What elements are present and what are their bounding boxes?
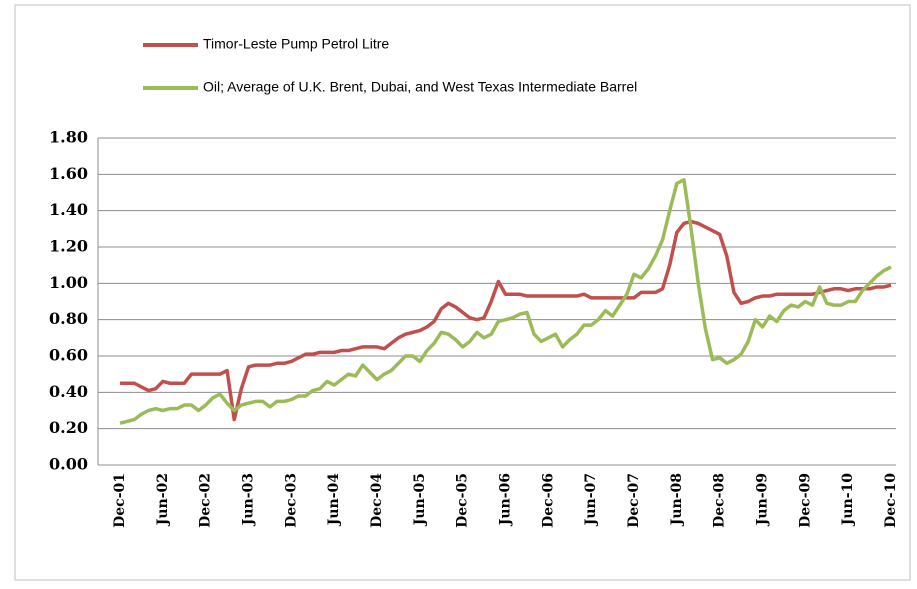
y-tick-label: 0.40 [49,382,88,401]
x-tick-label: Jun-07 [583,473,599,527]
x-tick-label: Dec-05 [455,473,471,528]
chart-frame [14,4,911,581]
x-tick-label: Jun-06 [498,473,514,527]
legend-label: Timor-Leste Pump Petrol Litre [203,36,389,52]
x-tick-label: Dec-07 [626,473,642,528]
y-tick-label: 1.20 [49,237,88,256]
y-tick-label: 0.80 [49,309,88,328]
x-tick-label: Dec-08 [712,473,728,528]
y-tick-label: 1.60 [49,164,88,183]
x-tick-label: Jun-02 [155,473,171,527]
x-tick-label: Dec-10 [883,473,899,528]
y-tick-label: 0.60 [49,346,88,365]
x-tick-label: Jun-03 [241,473,257,527]
x-tick-label: Dec-03 [283,473,299,528]
x-tick-label: Jun-08 [669,473,685,527]
x-tick-label: Dec-09 [797,473,813,528]
x-tick-label: Dec-01 [112,473,128,528]
series-line [119,178,892,425]
y-tick-label: 1.40 [49,200,88,219]
x-tick-label: Jun-04 [326,473,342,528]
y-tick-label: 0.00 [49,455,88,474]
series-line [120,219,892,422]
y-tick-label: 0.20 [49,418,88,437]
x-tick-label: Jun-10 [840,473,856,528]
x-tick-label: Dec-02 [198,473,214,528]
x-tick-label: Jun-09 [755,473,771,527]
y-tick-label: 1.00 [49,273,88,292]
y-tick-label: 1.80 [49,128,88,147]
x-tick-label: Dec-06 [540,473,556,528]
x-tick-label: Jun-05 [412,473,428,527]
x-tick-label: Dec-04 [369,473,385,528]
legend-label: Oil; Average of U.K. Brent, Dubai, and W… [203,79,637,95]
